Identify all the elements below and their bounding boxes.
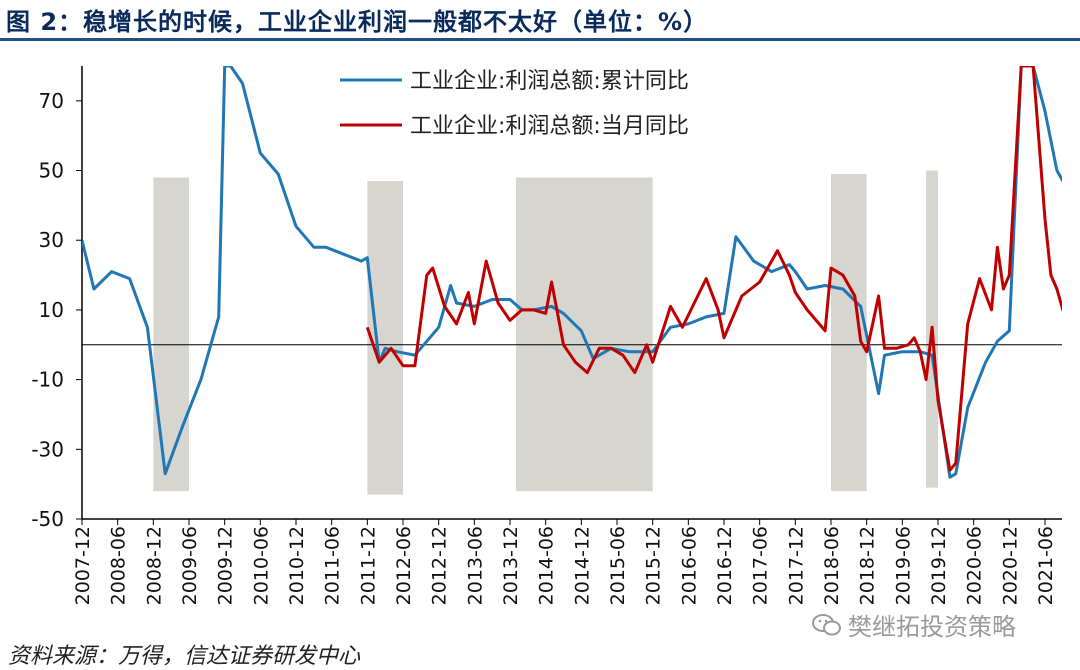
title-rule (0, 38, 1080, 41)
x-tick-label: 2017-12 (785, 526, 807, 605)
x-tick-label: 2014-12 (571, 526, 593, 605)
shaded-period-0 (153, 177, 189, 492)
x-tick-label: 2013-12 (500, 526, 522, 605)
x-tick-label: 2014-06 (536, 526, 558, 605)
x-tick-label: 2009-12 (215, 526, 237, 605)
axes: -50 -30 -10 10 30 50 70 2007-12 2008-06 2008-12 20… (31, 66, 1062, 605)
x-tick-label: 2016-06 (678, 526, 700, 605)
x-tick-label: 2019-12 (928, 526, 950, 605)
y-tick-label: 50 (39, 159, 64, 183)
y-tick-label: -50 (31, 507, 64, 531)
y-tick-label: 10 (39, 298, 64, 322)
wechat-icon (812, 613, 841, 635)
y-tick-label: -10 (31, 368, 64, 392)
x-tick-label: 2015-06 (607, 526, 629, 605)
x-tick-label: 2007-12 (72, 526, 94, 605)
x-tick-label: 2016-12 (714, 526, 736, 605)
x-tick-label: 2018-06 (821, 526, 843, 605)
watermark-text: 樊继拓投资策略 (848, 613, 1016, 641)
x-tick-label: 2010-06 (250, 526, 272, 605)
x-tick-label: 2019-06 (892, 526, 914, 605)
x-tick-label: 2017-06 (750, 526, 772, 605)
legend-label-monthly: 工业企业:利润总额:当月同比 (410, 114, 689, 139)
x-tick-label: 2013-06 (464, 526, 486, 605)
source-note: 资料来源：万得，信达证券研发中心 (8, 644, 361, 669)
x-tick-label: 2008-06 (108, 526, 130, 605)
y-tick-label: 30 (39, 228, 64, 252)
x-tick-label: 2010-12 (286, 526, 308, 605)
legend-label-cumulative: 工业企业:利润总额:累计同比 (410, 69, 689, 94)
series-lines (82, 66, 1062, 479)
y-tick-label: -30 (31, 437, 64, 461)
x-tick-label: 2020-06 (964, 526, 986, 605)
watermark: 樊继拓投资策略 (812, 607, 1016, 642)
x-tick-label: 2012-12 (429, 526, 451, 605)
x-tick-label: 2015-12 (643, 526, 665, 605)
x-tick-label: 2011-06 (322, 526, 344, 605)
x-tick-label: 2021-06 (1035, 526, 1057, 605)
x-tick-label: 2011-12 (357, 526, 379, 605)
x-tick-label: 2008-12 (143, 526, 165, 605)
x-tick-label: 2012-06 (393, 526, 415, 605)
chart-title: 图 2：稳增长的时候，工业企业利润一般都不太好（单位：%） (6, 8, 709, 36)
y-tick-label: 70 (39, 89, 64, 113)
shaded-period-1 (367, 180, 403, 495)
legend: 工业企业:利润总额:累计同比 工业企业:利润总额:当月同比 (340, 69, 689, 139)
x-tick-label: 2020-12 (999, 526, 1021, 605)
shaded-periods (153, 170, 938, 495)
series-line-monthly (365, 66, 1062, 472)
shaded-period-3 (831, 174, 867, 492)
x-tick-label: 2018-12 (857, 526, 879, 605)
x-tick-label: 2009-06 (179, 526, 201, 605)
